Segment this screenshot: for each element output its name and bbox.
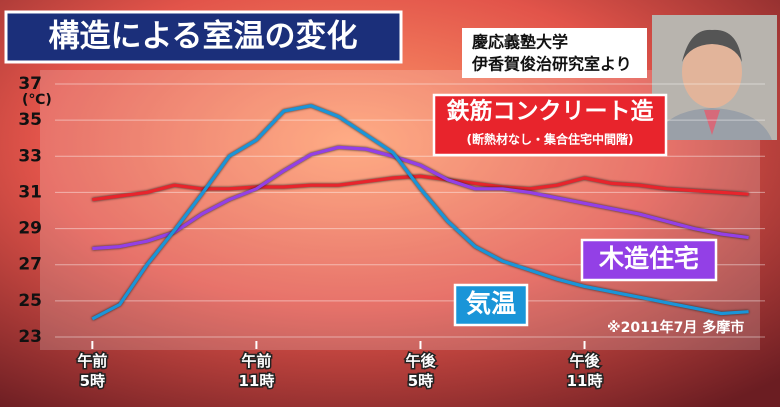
x-tick-label: 午後 11時: [567, 352, 603, 390]
legend-label: 木造住宅: [598, 244, 699, 273]
source-line: 伊香賀俊治研究室より: [471, 55, 632, 74]
x-tick-label: 午後 5時: [405, 352, 436, 390]
source-box: [462, 28, 647, 78]
y-tick-label: 29: [18, 219, 42, 239]
title-box: [4, 10, 403, 64]
legend-box: [580, 238, 718, 282]
source-line: 慶応義塾大学: [472, 33, 568, 52]
chart-title: 構造による室温の変化: [48, 19, 357, 55]
y-tick-label: 23: [18, 327, 42, 347]
y-tick-label: 33: [18, 146, 42, 166]
series-line: [92, 145, 749, 251]
y-tick-label: 35: [18, 110, 42, 130]
x-tick-label: 午前 11時: [238, 352, 274, 390]
y-tick-label: 37: [18, 74, 42, 94]
y-tick-label: 31: [18, 182, 42, 202]
series-line: [91, 104, 749, 321]
series-line: [92, 174, 749, 202]
legend-label: 気温: [466, 289, 516, 318]
y-tick-label: 25: [18, 291, 42, 311]
photo: [652, 15, 777, 140]
y-unit: (℃): [22, 92, 52, 108]
annotation: (断熱材なし・集合住宅中間階): [467, 132, 634, 147]
legend-box: [432, 93, 668, 157]
x-tick-label: 午前 5時: [77, 352, 107, 390]
legend-label: 鉄筋コンクリート造: [447, 98, 655, 125]
legend-box: [453, 283, 529, 327]
note: ※2011年7月 多摩市: [607, 319, 744, 336]
y-tick-label: 27: [18, 255, 42, 275]
